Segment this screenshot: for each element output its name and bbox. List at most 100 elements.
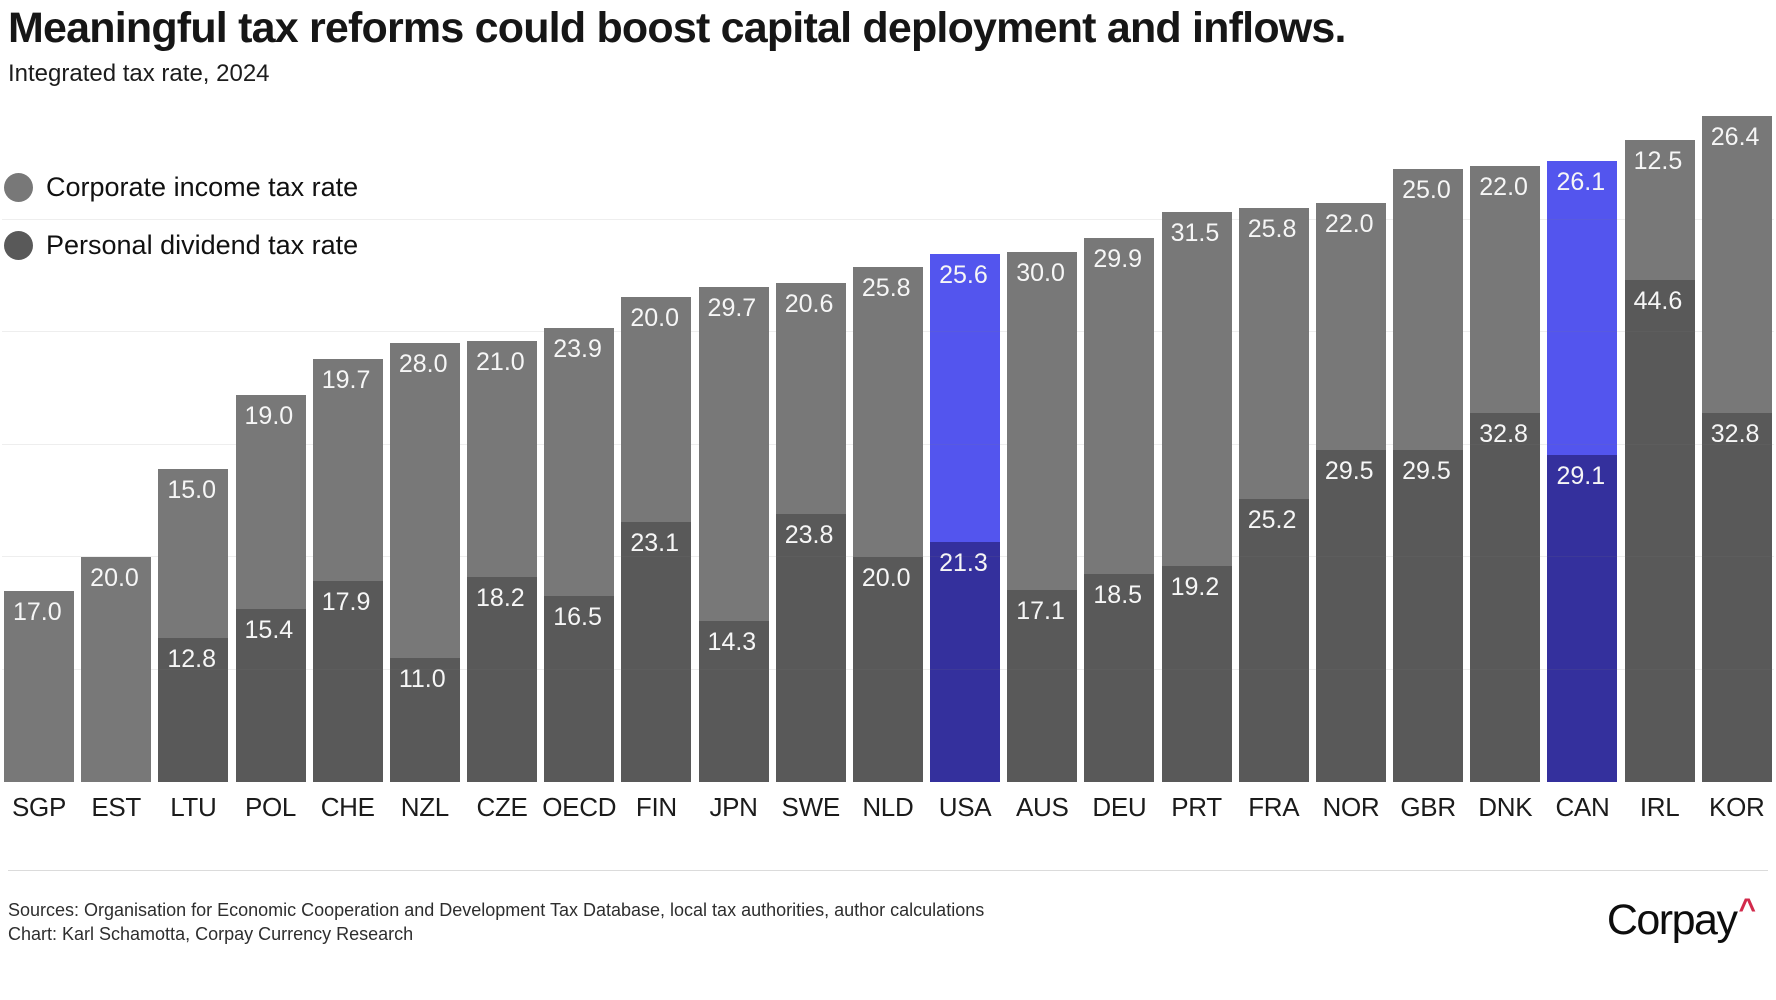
value-label: 25.0 (1402, 175, 1451, 204)
bar-group-jpn: 29.7 14.3 JPN (698, 287, 769, 832)
corporate-segment: 25.8 (1238, 208, 1309, 499)
value-label: 26.4 (1710, 123, 1760, 151)
personal-segment: 18.5 (1084, 573, 1155, 782)
x-axis-label: SGP (11, 791, 66, 822)
x-axis-label: EST (91, 791, 141, 822)
value-label: 29.5 (1324, 457, 1374, 486)
corporate-segment: 22.0 (1470, 165, 1541, 413)
corporate-segment: 19.0 (235, 395, 306, 609)
value-label: 19.2 (1170, 573, 1220, 601)
x-axis-label: JPN (709, 791, 758, 822)
corporate-segment: 20.0 (621, 297, 692, 523)
value-label: 23.9 (553, 334, 602, 363)
bar-group-pol: 19.0 15.4 POL (235, 395, 306, 832)
value-label: 12.5 (1633, 146, 1683, 175)
bar-group-nor: 22.0 29.5 NOR (1315, 202, 1386, 832)
corporate-segment: 21.0 (467, 341, 538, 578)
chart-credit: Chart: Karl Schamotta, Corpay Currency R… (8, 924, 414, 944)
personal-segment: 29.5 (1393, 450, 1464, 782)
legend-item-corporate: Corporate income tax rate (4, 172, 358, 203)
value-label: 25.6 (939, 261, 988, 290)
x-axis-label: CZE (476, 791, 528, 822)
corporate-swatch-icon (4, 173, 33, 202)
bar-group-fra: 25.8 25.2 FRA (1238, 208, 1309, 832)
value-label: 19.0 (244, 402, 294, 430)
x-axis-label: CAN (1555, 791, 1610, 822)
value-label: 16.5 (553, 603, 602, 632)
corporate-segment: 28.0 (389, 343, 460, 659)
personal-segment: 32.8 (1701, 413, 1772, 782)
value-label: 29.5 (1402, 457, 1451, 486)
x-axis-label: DNK (1478, 791, 1533, 822)
chart-legend: Corporate income tax rate Personal divid… (4, 172, 358, 288)
value-label: 12.8 (167, 645, 217, 673)
value-label: 20.6 (784, 289, 834, 318)
bar-group-irl: 12.5 44.6 IRL (1624, 139, 1695, 832)
value-label: 20.0 (861, 564, 911, 592)
value-label: 29.7 (707, 294, 757, 322)
x-axis-label: FRA (1248, 791, 1300, 822)
personal-segment: 29.1 (1547, 454, 1618, 782)
corporate-segment: 25.6 (930, 254, 1001, 543)
bar-group-cze: 21.0 18.2 CZE (467, 341, 538, 832)
corporate-segment: 22.0 (1315, 202, 1386, 451)
bar-group-aus: 30.0 17.1 AUS (1007, 252, 1078, 832)
bar-group-can: 26.1 29.1 CAN (1547, 161, 1618, 832)
footer-divider (8, 870, 1768, 871)
corporate-segment: 25.8 (852, 266, 923, 557)
legend-label: Corporate income tax rate (46, 172, 359, 202)
logo-caret-icon: ^ (1738, 893, 1756, 926)
corporate-segment: 19.7 (312, 359, 383, 581)
x-axis-label: LTU (170, 791, 217, 822)
value-label: 15.0 (167, 476, 217, 505)
value-label: 30.0 (1016, 259, 1065, 288)
value-label: 14.3 (707, 628, 757, 657)
bar-group-swe: 20.6 23.8 SWE (775, 282, 846, 833)
personal-segment: 18.2 (467, 577, 538, 782)
sources-note: Sources: Organisation for Economic Coope… (8, 900, 985, 920)
x-axis-label: OECD (542, 791, 617, 822)
bar-group-che: 19.7 17.9 CHE (312, 359, 383, 832)
corporate-segment: 17.0 (4, 590, 74, 782)
value-label: 25.8 (861, 273, 911, 302)
bar-group-nld: 25.8 20.0 NLD (852, 266, 923, 832)
bar-group-gbr: 25.0 29.5 GBR (1393, 168, 1464, 832)
corporate-segment: 26.4 (1701, 116, 1772, 413)
bar-group-est: 20.0 EST (81, 557, 152, 832)
corporate-segment: 30.0 (1007, 252, 1078, 590)
corporate-segment: 31.5 (1161, 211, 1232, 566)
value-label: 29.9 (1093, 244, 1143, 273)
personal-segment: 25.2 (1238, 498, 1309, 782)
corporate-segment: 23.9 (544, 327, 615, 597)
value-label: 20.0 (90, 564, 139, 592)
page-title: Meaningful tax reforms could boost capit… (8, 4, 1347, 52)
corporate-segment: 20.6 (775, 282, 846, 515)
value-label: 29.1 (1556, 461, 1606, 490)
value-label: 23.8 (784, 521, 834, 550)
bar-group-sgp: 17.0 SGP (4, 590, 74, 832)
x-axis-label: PRT (1171, 791, 1222, 822)
bar-group-ltu: 15.0 12.8 LTU (158, 469, 229, 832)
personal-segment: 32.8 (1470, 413, 1541, 782)
x-axis-label: DEU (1092, 791, 1147, 822)
value-label: 22.0 (1479, 172, 1528, 201)
corporate-segment: 12.5 (1624, 139, 1695, 281)
corporate-segment: 20.0 (81, 557, 152, 782)
x-axis-label: KOR (1709, 791, 1765, 822)
value-label: 28.0 (398, 350, 448, 379)
personal-segment: 23.8 (775, 514, 846, 782)
x-axis-label: IRL (1639, 791, 1680, 822)
stacked-bar-chart: 17.0 SGP 20.0 EST 15.0 12.8 LTU 19.0 15.4 POL 19.7… (2, 0, 1774, 832)
personal-segment: 17.1 (1007, 589, 1078, 782)
personal-segment: 44.6 (1624, 280, 1695, 782)
x-axis-label: GBR (1400, 791, 1456, 822)
value-label: 15.4 (244, 615, 294, 644)
value-label: 18.5 (1093, 580, 1143, 609)
value-label: 17.0 (13, 597, 62, 626)
value-label: 22.0 (1324, 209, 1374, 238)
bar-group-dnk: 22.0 32.8 DNK (1470, 165, 1541, 833)
value-label: 17.9 (321, 587, 371, 616)
x-axis-label: CHE (320, 791, 375, 822)
chart-subtitle: Integrated tax rate, 2024 (8, 60, 270, 88)
